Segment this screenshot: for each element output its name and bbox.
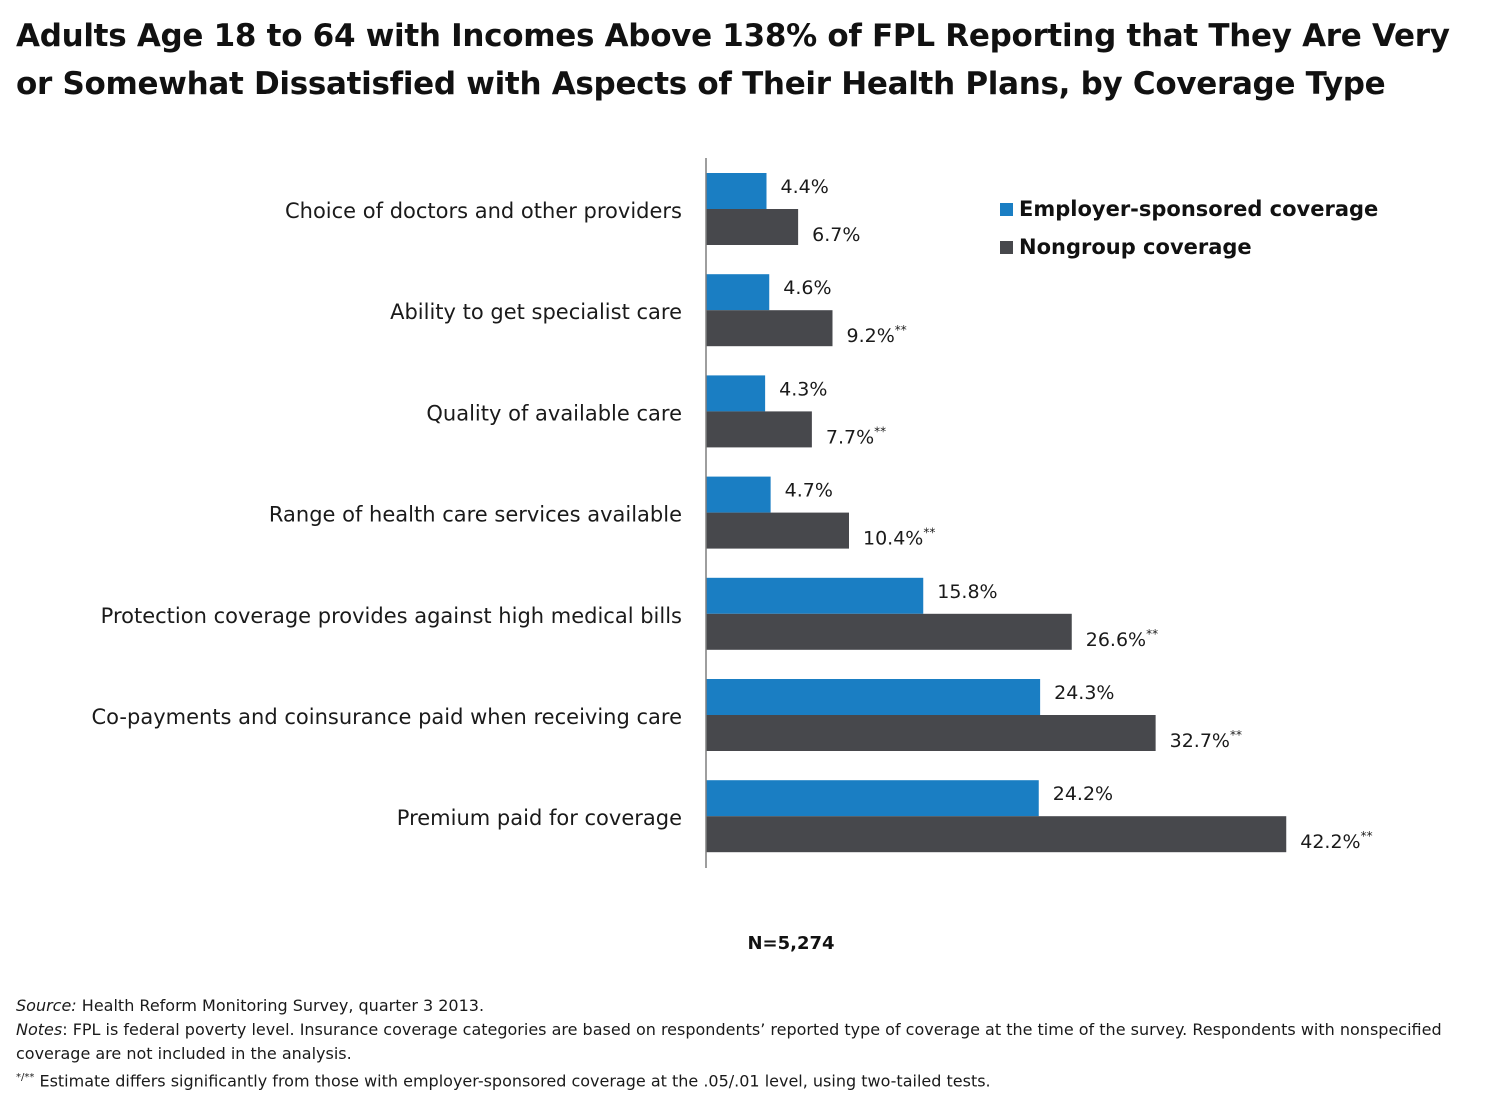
bar-employer [706, 173, 767, 209]
chart-title: Adults Age 18 to 64 with Incomes Above 1… [16, 18, 1450, 102]
notes-note: Notes: FPL is federal poverty level. Ins… [16, 1020, 1442, 1063]
bar-chart: Choice of doctors and other providers 4.4… [92, 158, 1373, 868]
bar-employer [706, 274, 770, 311]
legend-label-nongroup: Nongroup coverage [1019, 235, 1252, 259]
data-label: 6.7% [812, 224, 860, 246]
legend-swatch-employer [1000, 202, 1013, 216]
data-label: 26.6%** [1086, 627, 1158, 651]
legend-label-employer: Employer-sponsored coverage [1019, 197, 1379, 221]
legend-item-employer: Employer-sponsored coverage [1000, 190, 1378, 228]
sample-size: N=5,274 [747, 933, 835, 954]
bar-nongroup [706, 715, 1156, 751]
data-label: 4.4% [781, 176, 829, 198]
legend-item-nongroup: Nongroup coverage [1000, 228, 1378, 266]
category-label: Ability to get specialist care [390, 300, 682, 324]
category-label: Premium paid for coverage [397, 806, 682, 830]
data-label: 4.6% [783, 277, 831, 299]
category-label: Quality of available care [426, 401, 682, 425]
data-label: 7.7%** [826, 424, 886, 448]
bar-employer [706, 679, 1041, 715]
data-label: 4.3% [779, 378, 827, 400]
data-label: 4.7% [785, 480, 833, 502]
category-label: Range of health care services available [269, 503, 682, 527]
bar-employer [706, 375, 766, 412]
data-label: 42.2%** [1300, 829, 1372, 853]
data-label: 24.3% [1054, 682, 1114, 704]
significance-note: */** Estimate differs significantly from… [16, 1071, 991, 1091]
category-label: Co-payments and coinsurance paid when re… [92, 705, 682, 729]
footnotes: Source: Health Reform Monitoring Survey,… [16, 994, 1486, 1093]
bar-nongroup [706, 613, 1072, 650]
bar-employer [706, 577, 924, 614]
category-label: Choice of doctors and other providers [285, 199, 682, 223]
data-label: 15.8% [937, 581, 997, 603]
data-label: 32.7%** [1170, 728, 1242, 752]
bar-nongroup [706, 512, 849, 549]
bar-nongroup [706, 411, 812, 448]
category-label: Protection coverage provides against hig… [101, 604, 682, 628]
source-note: Source: Health Reform Monitoring Survey,… [16, 996, 485, 1015]
chart-legend: Employer-sponsored coverage Nongroup cov… [1000, 190, 1378, 266]
bar-employer [706, 780, 1039, 817]
bar-employer [706, 476, 771, 513]
legend-swatch-nongroup [1000, 240, 1013, 254]
data-label: 9.2%** [847, 323, 907, 347]
bar-nongroup [706, 310, 833, 347]
bar-nongroup [706, 209, 799, 245]
bar-nongroup [706, 816, 1287, 853]
data-label: 24.2% [1053, 783, 1113, 805]
data-label: 10.4%** [863, 526, 935, 550]
